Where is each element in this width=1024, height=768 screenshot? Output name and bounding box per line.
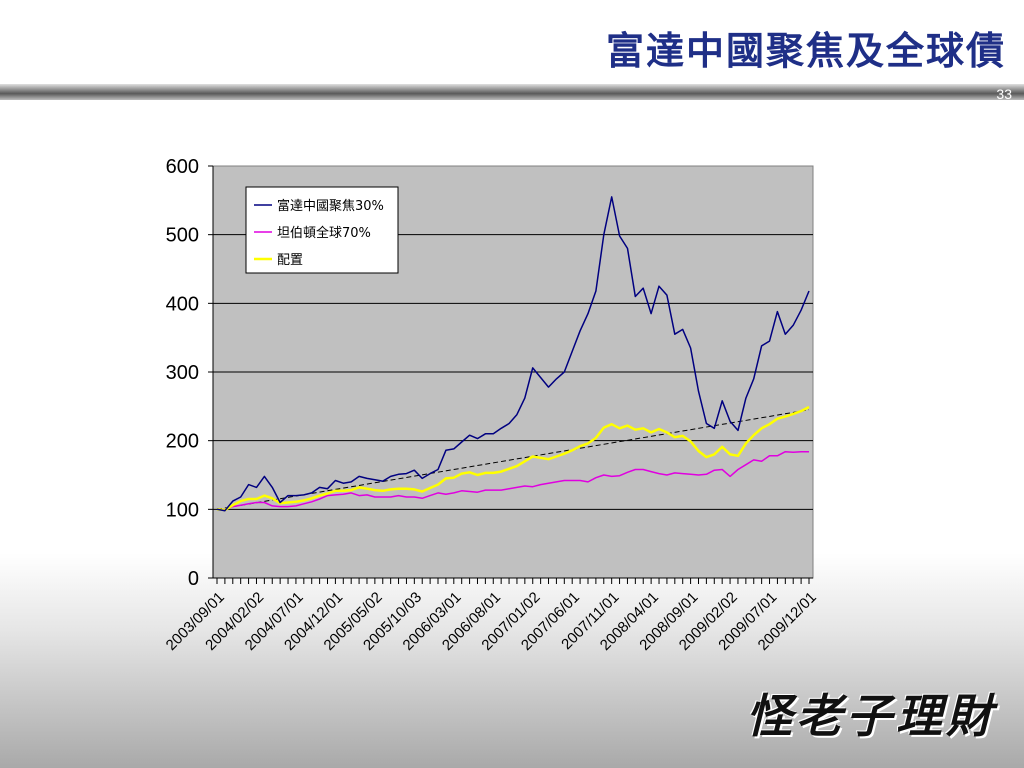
page-number: 33: [996, 86, 1012, 102]
legend-label: 配置: [277, 253, 303, 268]
legend-label: 坦伯頓全球70%: [277, 225, 371, 241]
y-tick-label: 0: [188, 568, 199, 590]
title-divider-bar: [0, 84, 1024, 100]
chart-legend: 富達中國聚焦30% 坦伯頓全球70% 配置: [245, 186, 399, 274]
series-line-2: [217, 450, 809, 511]
slide-title: 富達中國聚焦及全球債: [605, 29, 1006, 73]
y-tick-label: 300: [166, 362, 199, 384]
series-line-1: [216, 196, 810, 512]
y-tick-label: 400: [166, 293, 199, 315]
y-tick-label: 100: [166, 499, 199, 521]
y-tick-label: 200: [166, 431, 199, 453]
y-tick-label: 500: [166, 225, 199, 247]
brand-logo: 怪老子理財: [746, 689, 996, 743]
legend-label: 富達中國聚焦30%: [277, 198, 384, 214]
series-line-3: [216, 405, 810, 512]
y-tick-label: 600: [166, 156, 199, 178]
